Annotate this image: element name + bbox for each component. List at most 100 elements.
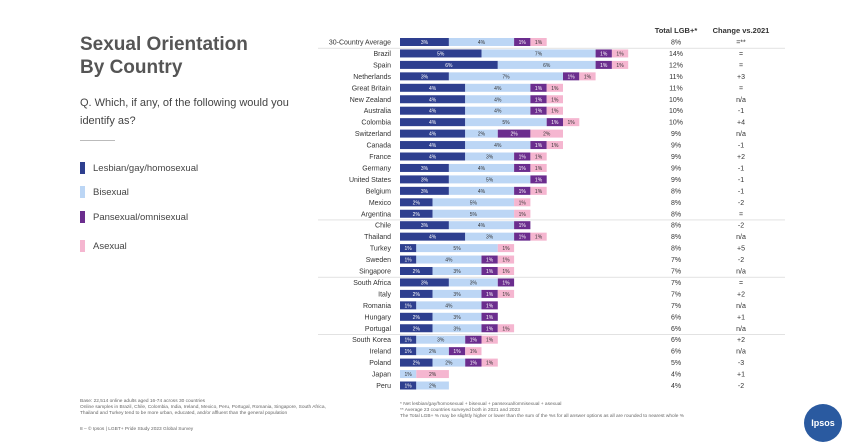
change-value: = (739, 85, 743, 92)
data-label: 4% (478, 189, 486, 195)
data-label: 7% (535, 51, 543, 57)
data-label: 1% (502, 269, 510, 275)
data-label: 4% (494, 109, 502, 115)
data-label: 1% (405, 372, 413, 378)
data-label: 4% (429, 155, 437, 161)
data-label: 1% (486, 315, 494, 321)
bar-segment (400, 221, 449, 230)
change-value: -1 (738, 188, 744, 195)
data-label: 1% (486, 361, 494, 367)
bar-segment (400, 163, 449, 172)
bar-segment (465, 335, 482, 344)
data-label: 1% (519, 235, 527, 241)
data-label: 1% (600, 51, 608, 57)
bar-segment (400, 255, 417, 264)
data-label: 1% (486, 338, 494, 344)
bar-segment (546, 83, 563, 92)
bar-segment (400, 152, 466, 161)
bar-segment (563, 118, 580, 127)
total-value: 9% (671, 165, 681, 172)
bar-segment (530, 95, 547, 104)
country-label: New Zealand (350, 97, 391, 104)
change-column-header: Change vs.2021 (713, 26, 770, 35)
bar-segment (400, 370, 417, 379)
country-label: Germany (362, 165, 391, 172)
country-label: Belgium (366, 188, 391, 195)
total-value: 8% (671, 40, 681, 47)
country-label: Netherlands (353, 74, 391, 81)
data-label: 5% (486, 177, 494, 183)
bar-segment (448, 221, 515, 230)
legend-label: Lesbian/gay/homosexual (93, 162, 199, 174)
bar-segment (530, 106, 547, 115)
bar-segment (530, 163, 547, 172)
country-label: South Africa (353, 280, 391, 287)
data-label: 3% (421, 166, 429, 172)
legend-item-asexual: Asexual (80, 240, 127, 252)
data-label: 2% (429, 384, 437, 390)
change-value: n/a (736, 269, 746, 276)
change-value: = (739, 51, 743, 58)
data-label: 1% (568, 120, 576, 126)
data-label: 3% (421, 74, 429, 80)
bar-segment (546, 118, 563, 127)
total-value: 12% (669, 62, 683, 69)
footer-note: The Total LGB+ % may be slightly higher … (400, 414, 685, 420)
data-label: 1% (535, 155, 543, 161)
change-value: +2 (737, 337, 745, 344)
bar-segment (530, 141, 547, 150)
legend-label: Pansexual/omnisexual (93, 211, 189, 223)
bar-segment (465, 118, 547, 127)
change-value: n/a (736, 303, 746, 310)
data-label: 1% (405, 338, 413, 344)
data-label: 4% (429, 109, 437, 115)
country-label: Peru (376, 383, 391, 390)
country-label: Australia (364, 108, 391, 115)
bar-segment (416, 347, 449, 356)
bar-segment (448, 163, 515, 172)
data-label: 1% (486, 269, 494, 275)
bar-segment (530, 38, 547, 46)
bar-segment (465, 347, 482, 356)
bar-segment (465, 152, 515, 161)
data-label: 1% (405, 258, 413, 264)
bar-segment (497, 324, 515, 333)
title-line-1: Sexual Orientation (80, 34, 248, 55)
bar-segment (400, 358, 433, 367)
data-label: 3% (421, 189, 429, 195)
data-label: 1% (551, 97, 559, 103)
footer-page: 8 – © Ipsos | LGBT+ Pride Study 2023 Glo… (80, 427, 194, 432)
data-label: 1% (568, 74, 576, 80)
bar-segment (514, 232, 531, 241)
data-label: 5% (470, 212, 478, 218)
data-label: 1% (535, 166, 543, 172)
data-label: 4% (445, 258, 453, 264)
bar-segment (514, 198, 531, 207)
bar-segment (481, 324, 498, 333)
bar-segment (465, 232, 515, 241)
data-label: 1% (535, 177, 543, 183)
data-label: 3% (421, 280, 429, 286)
data-label: 1% (519, 166, 527, 172)
survey-question: Q. Which, if any, of the following would… (80, 97, 289, 127)
change-value: =** (736, 40, 746, 47)
country-label: Spain (373, 62, 391, 69)
change-value: +2 (737, 291, 745, 298)
bar-segment (514, 38, 531, 46)
legend-item-pansexual: Pansexual/omnisexual (80, 211, 188, 223)
data-label: 1% (502, 246, 510, 252)
data-label: 2% (413, 269, 421, 275)
bar-segment (400, 141, 466, 150)
change-value: n/a (736, 234, 746, 241)
data-label: 4% (478, 166, 486, 172)
data-label: 2% (413, 292, 421, 298)
legend-item-lesbian-gay: Lesbian/gay/homosexual (80, 162, 198, 174)
data-label: 1% (616, 63, 624, 69)
data-label: 2% (413, 200, 421, 206)
bar-segment (400, 198, 433, 207)
footer-base-line: Online samples in Brazil, Chile, Colombi… (80, 405, 326, 411)
footer-base: Base: 22,514 online adults aged 16-74 ac… (80, 399, 326, 418)
total-value: 6% (671, 337, 681, 344)
data-label: 1% (535, 235, 543, 241)
bar-segment (400, 335, 417, 344)
